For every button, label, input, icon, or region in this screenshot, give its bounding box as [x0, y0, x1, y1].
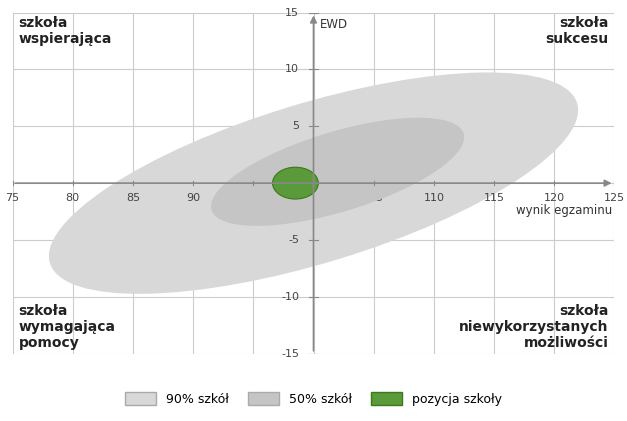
Legend: 90% szkół, 50% szkół, pozycja szkoły: 90% szkół, 50% szkół, pozycja szkoły: [119, 386, 508, 412]
Text: 75: 75: [6, 193, 19, 203]
Text: -5: -5: [288, 235, 299, 245]
Text: wynik egzaminu: wynik egzaminu: [516, 204, 612, 216]
Text: szkoła
sukcesu: szkoła sukcesu: [545, 16, 608, 46]
Text: 5: 5: [292, 121, 299, 131]
Ellipse shape: [211, 118, 464, 226]
Text: 110: 110: [423, 193, 445, 203]
Text: 125: 125: [604, 193, 625, 203]
Text: szkoła
wspierająca: szkoła wspierająca: [19, 16, 112, 46]
Text: szkoła
wymagająca
pomocy: szkoła wymagająca pomocy: [19, 304, 115, 350]
Text: 115: 115: [483, 193, 505, 203]
Text: 95: 95: [246, 193, 260, 203]
Text: 120: 120: [544, 193, 565, 203]
Text: 15: 15: [285, 8, 299, 18]
Ellipse shape: [273, 167, 319, 199]
Text: 90: 90: [186, 193, 200, 203]
Text: 80: 80: [66, 193, 80, 203]
Text: 85: 85: [126, 193, 140, 203]
Ellipse shape: [49, 72, 578, 294]
Text: szkoła
niewykorzystanych
możliwości: szkoła niewykorzystanych możliwości: [459, 304, 608, 350]
Text: EWD: EWD: [320, 18, 347, 31]
Text: 10: 10: [285, 64, 299, 75]
Text: -15: -15: [281, 349, 299, 359]
Text: 105: 105: [363, 193, 384, 203]
Text: -10: -10: [281, 292, 299, 302]
